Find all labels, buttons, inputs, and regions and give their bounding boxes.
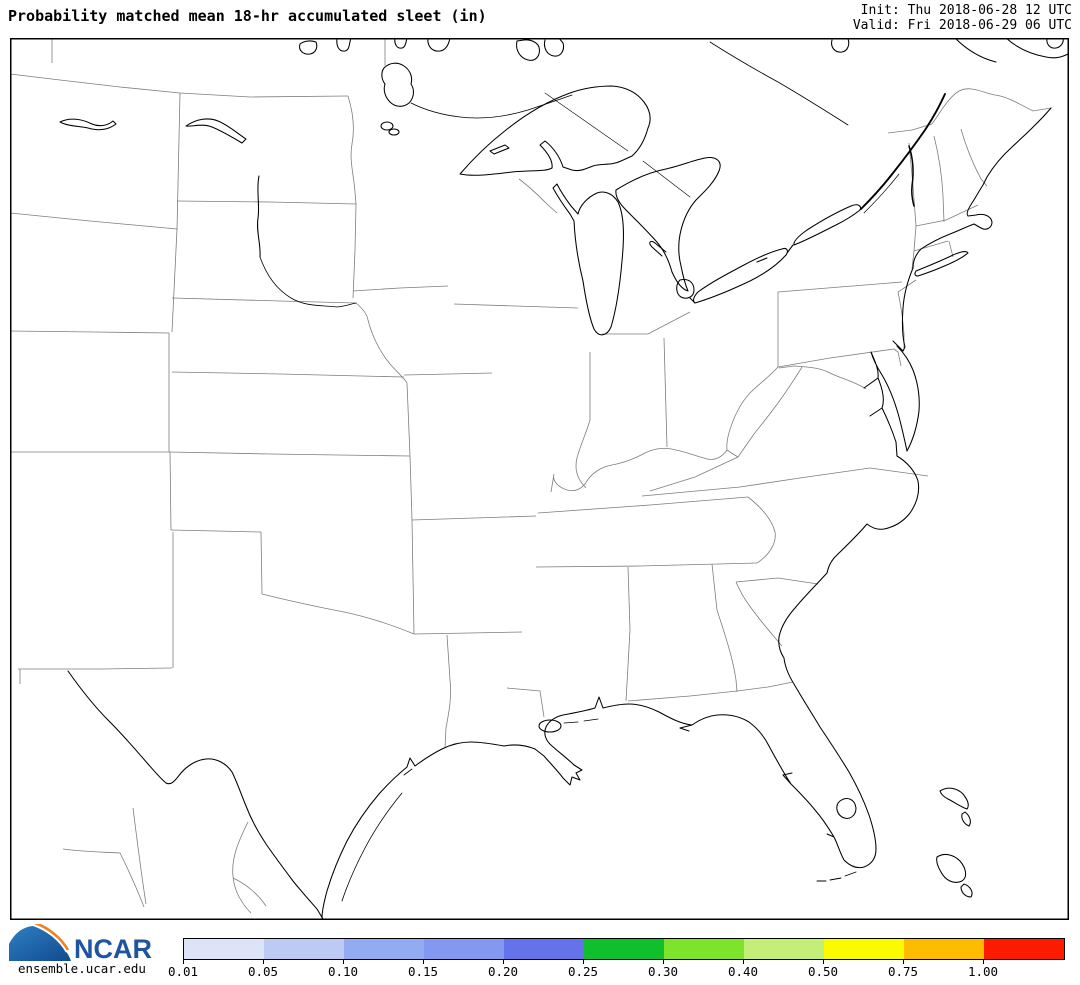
colorbar-tick-label: 0.20 [487, 964, 519, 979]
colorbar-segment [344, 939, 424, 959]
colorbar-tick [263, 959, 264, 964]
colorbar-segment [264, 939, 344, 959]
colorbar-tick-label: 0.50 [807, 964, 839, 979]
state-boundaries [10, 38, 1052, 914]
site-url: ensemble.ucar.edu [18, 961, 146, 976]
colorbar-tick-label: 0.05 [247, 964, 279, 979]
colorbar-tick-label: 0.40 [727, 964, 759, 979]
colorbar-segment [664, 939, 744, 959]
colorbar-tick [663, 959, 664, 964]
colorbar-segment [744, 939, 824, 959]
colorbar-tick [423, 959, 424, 964]
colorbar-tick-label: 0.10 [327, 964, 359, 979]
ncar-logo-text: NCAR [74, 934, 152, 964]
colorbar-tick [343, 959, 344, 964]
colorbar-ticks [183, 959, 1063, 965]
colorbar-tick [983, 959, 984, 964]
ncar-swoosh-highlight [33, 924, 69, 953]
colorbar-tick-label: 0.30 [647, 964, 679, 979]
colorbar-segment [584, 939, 664, 959]
colorbar-tick [903, 959, 904, 964]
colorbar-tick [583, 959, 584, 964]
colorbar-tick-label: 0.15 [407, 964, 439, 979]
colorbar-segment [904, 939, 984, 959]
colorbar-segment [984, 939, 1064, 959]
colorbar [183, 938, 1065, 960]
colorbar-segment [504, 939, 584, 959]
colorbar-segment [824, 939, 904, 959]
colorbar-tick [503, 959, 504, 964]
colorbar-tick [823, 959, 824, 964]
colorbar-segment [424, 939, 504, 959]
run-timestamps: Init: Thu 2018-06-28 12 UTC Valid: Fri 2… [853, 3, 1072, 33]
init-time: Init: Thu 2018-06-28 12 UTC [860, 3, 1072, 18]
map-frame [10, 38, 1069, 920]
colorbar-segment [184, 939, 264, 959]
colorbar-tick-label: 0.25 [567, 964, 599, 979]
coastlines-and-lakes [59, 38, 1069, 920]
page-title: Probability matched mean 18-hr accumulat… [8, 7, 487, 25]
colorbar-tick-label: 0.75 [887, 964, 919, 979]
colorbar-labels: 0.01 0.05 0.10 0.15 0.20 0.25 0.30 0.40 0.50 0.75… [168, 964, 1080, 980]
ncar-swoosh [9, 926, 71, 961]
colorbar-tick [743, 959, 744, 964]
ncar-logo: NCAR [9, 924, 152, 964]
colorbar-tick [183, 959, 184, 964]
valid-time: Valid: Fri 2018-06-29 06 UTC [852, 18, 1072, 33]
colorbar-tick-label: 0.01 [167, 964, 199, 979]
colorbar-tick-label: 1.00 [967, 964, 999, 979]
ncar-swoosh-orange [34, 924, 70, 951]
